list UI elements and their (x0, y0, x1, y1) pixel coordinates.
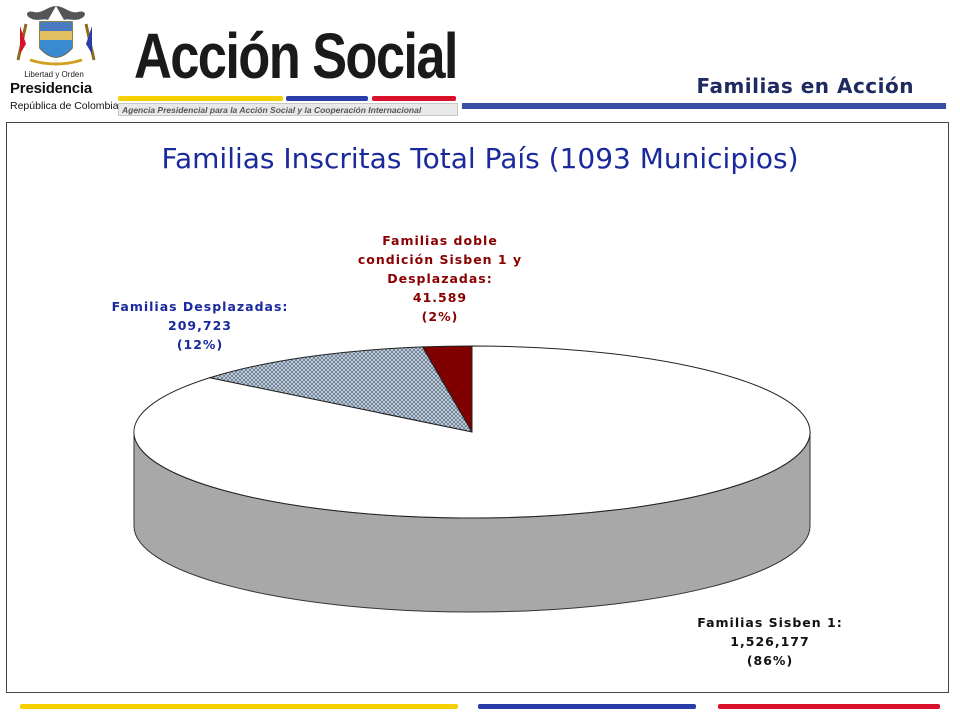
crest-motto: Libertad y Orden (24, 70, 84, 79)
chart-frame (6, 122, 949, 693)
slice-label-desplazadas-value: 209,723 (168, 318, 232, 333)
slice-label-doble-line-1: Familias doble (382, 233, 498, 248)
slice-label-desplazadas-name: Familias Desplazadas: (111, 299, 289, 314)
footer-red-bar (718, 704, 940, 709)
brand-blue-bar (286, 96, 368, 101)
slice-label-sisben-percent: (86%) (746, 653, 794, 668)
footer-blue-bar (478, 704, 696, 709)
presidencia-label: Presidencia (10, 80, 93, 97)
slice-label-sisben-value: 1,526,177 (730, 634, 810, 649)
brand-red-bar (372, 96, 456, 101)
brand-color-bars (118, 96, 458, 102)
header-blue-line (462, 103, 946, 109)
colombia-crest-logo: Libertad y Orden Presidencia República d… (6, 4, 119, 114)
slice-label-doble-line-2: condición Sisben 1 y (357, 252, 523, 267)
chart-title: Familias Inscritas Total País (1093 Muni… (161, 142, 799, 175)
slice-desplazadas (207, 346, 473, 433)
brand-yellow-bar (118, 96, 283, 101)
brand-tagline: Agencia Presidencial para la Acción Soci… (118, 103, 458, 116)
slice-label-sisben-name: Familias Sisben 1: (697, 615, 843, 630)
coat-of-arms-icon (16, 6, 96, 66)
slice-label-doble-line-3: Desplazadas: (387, 271, 493, 286)
program-title: Familias en Acción (696, 74, 914, 98)
slice-label-sisben: Familias Sisben 1: 1,526,177 (86%) (670, 613, 870, 670)
footer-color-bars (0, 700, 960, 714)
footer-yellow-bar (20, 704, 458, 709)
slice-label-doble-percent: (2%) (421, 309, 459, 324)
republica-label: República de Colombia (10, 100, 119, 112)
slice-label-doble-condicion: Familias doble condición Sisben 1 y Desp… (340, 231, 540, 326)
slice-label-doble-value: 41.589 (412, 290, 468, 305)
slice-label-desplazadas: Familias Desplazadas: 209,723 (12%) (100, 297, 300, 354)
accion-social-logo: Acción Social (134, 20, 458, 92)
slice-sisben (133, 345, 811, 519)
header: Libertad y Orden Presidencia República d… (0, 0, 960, 122)
slice-label-desplazadas-percent: (12%) (176, 337, 224, 352)
